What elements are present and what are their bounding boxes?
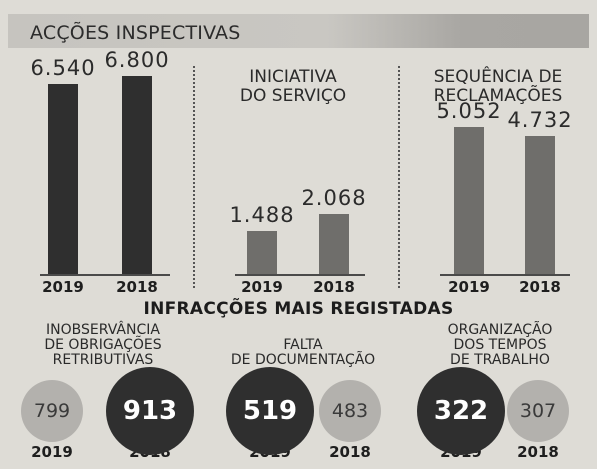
baseline-1 xyxy=(40,274,170,276)
infraction-value-label: 307 xyxy=(519,400,557,422)
bar-1-2018 xyxy=(122,76,152,274)
infraction-bubble-2018: 307 xyxy=(507,380,569,442)
bar-value-label: 5.052 xyxy=(436,99,502,123)
page-title: ACÇÕES INSPECTIVAS xyxy=(30,22,241,44)
panel-title-3: SEQUÊNCIA DE RECLAMAÇÕES xyxy=(433,67,563,106)
year-label: 2019 xyxy=(448,278,490,296)
infraction-value-label: 322 xyxy=(433,396,489,426)
bar-value-label: 6.540 xyxy=(30,56,96,80)
year-label: 2018 xyxy=(519,278,561,296)
bar-value-label: 1.488 xyxy=(229,203,295,227)
infraction-bubble-2018: 483 xyxy=(319,380,381,442)
bar-3-2018 xyxy=(525,136,555,274)
infraction-category-title: INOBSERVÂNCIA DE OBRIGAÇÕES RETRIBUTIVAS xyxy=(44,322,162,368)
year-label: 2018 xyxy=(116,278,158,296)
panel-divider-2 xyxy=(398,66,400,288)
infraction-value-label: 799 xyxy=(33,400,71,422)
panel-divider-1 xyxy=(193,66,195,288)
bar-2-2018 xyxy=(319,214,349,274)
infraction-value-label: 519 xyxy=(242,396,298,426)
year-label: 2018 xyxy=(329,443,371,461)
bar-1-2019 xyxy=(48,84,78,274)
year-label: 2018 xyxy=(313,278,355,296)
baseline-2 xyxy=(235,274,365,276)
year-label: 2018 xyxy=(517,443,559,461)
infraction-bubble-2018: 913 xyxy=(106,367,194,455)
infraction-bubble-2019: 322 xyxy=(417,367,505,455)
year-label: 2019 xyxy=(241,278,283,296)
baseline-3 xyxy=(440,274,570,276)
year-label: 2019 xyxy=(42,278,84,296)
bar-value-label: 6.800 xyxy=(104,48,170,72)
infraction-value-label: 913 xyxy=(122,396,178,426)
bar-value-label: 4.732 xyxy=(507,108,573,132)
year-label: 2019 xyxy=(31,443,73,461)
infractions-title: INFRACÇÕES MAIS REGISTADAS xyxy=(143,299,454,319)
bar-value-label: 2.068 xyxy=(301,186,367,210)
bar-2-2019 xyxy=(247,231,277,274)
infraction-category-title: FALTA DE DOCUMENTAÇÃO xyxy=(230,337,376,368)
infraction-bubble-2019: 519 xyxy=(226,367,314,455)
header-bar: ACÇÕES INSPECTIVAS xyxy=(8,14,589,48)
infraction-category-title: ORGANIZAÇÃO DOS TEMPOS DE TRABALHO xyxy=(447,322,553,368)
bar-3-2019 xyxy=(454,127,484,274)
infraction-value-label: 483 xyxy=(331,400,369,422)
panel-title-2: INICIATIVA DO SERVIÇO xyxy=(239,67,347,106)
infraction-bubble-2019: 799 xyxy=(21,380,83,442)
